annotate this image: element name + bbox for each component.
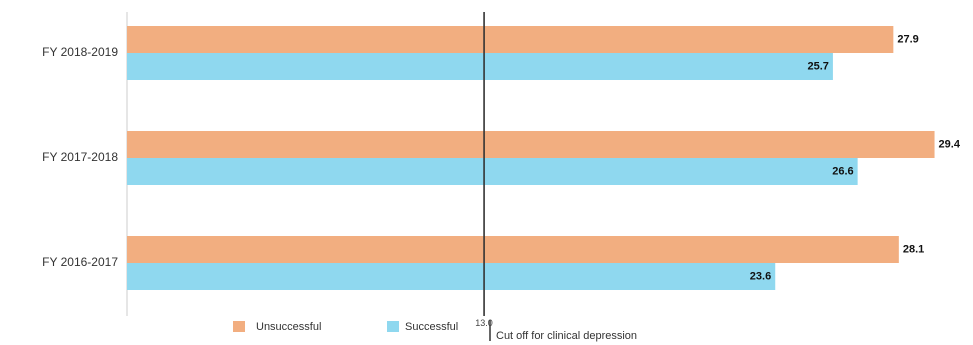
legend-label-successful: Successful [405,321,458,333]
data-label: 26.6 [832,165,853,177]
data-label: 28.1 [903,243,924,255]
bar-successful [127,158,858,185]
bar-successful [127,53,833,80]
legend-swatch-successful [387,321,399,332]
bar-unsuccessful [127,26,894,53]
category-label: FY 2018-2019 [42,45,118,59]
data-label: 23.6 [750,270,771,282]
data-label: 27.9 [897,33,918,45]
legend-label-cutoff: Cut off for clinical depression [496,330,637,342]
legend-label-unsuccessful: Unsuccessful [256,321,321,333]
legend: Unsuccessful Successful Cut off for clinic… [233,320,637,342]
bar-unsuccessful [127,131,935,158]
bar-unsuccessful [127,236,899,263]
category-label: FY 2017-2018 [42,150,118,164]
cutoff-tick-label: 13.0 [475,318,493,328]
legend-swatch-unsuccessful [233,321,245,332]
data-label: 25.7 [807,60,828,72]
data-label: 29.4 [939,138,961,150]
bar-successful [127,263,776,290]
category-label: FY 2016-2017 [42,255,118,269]
